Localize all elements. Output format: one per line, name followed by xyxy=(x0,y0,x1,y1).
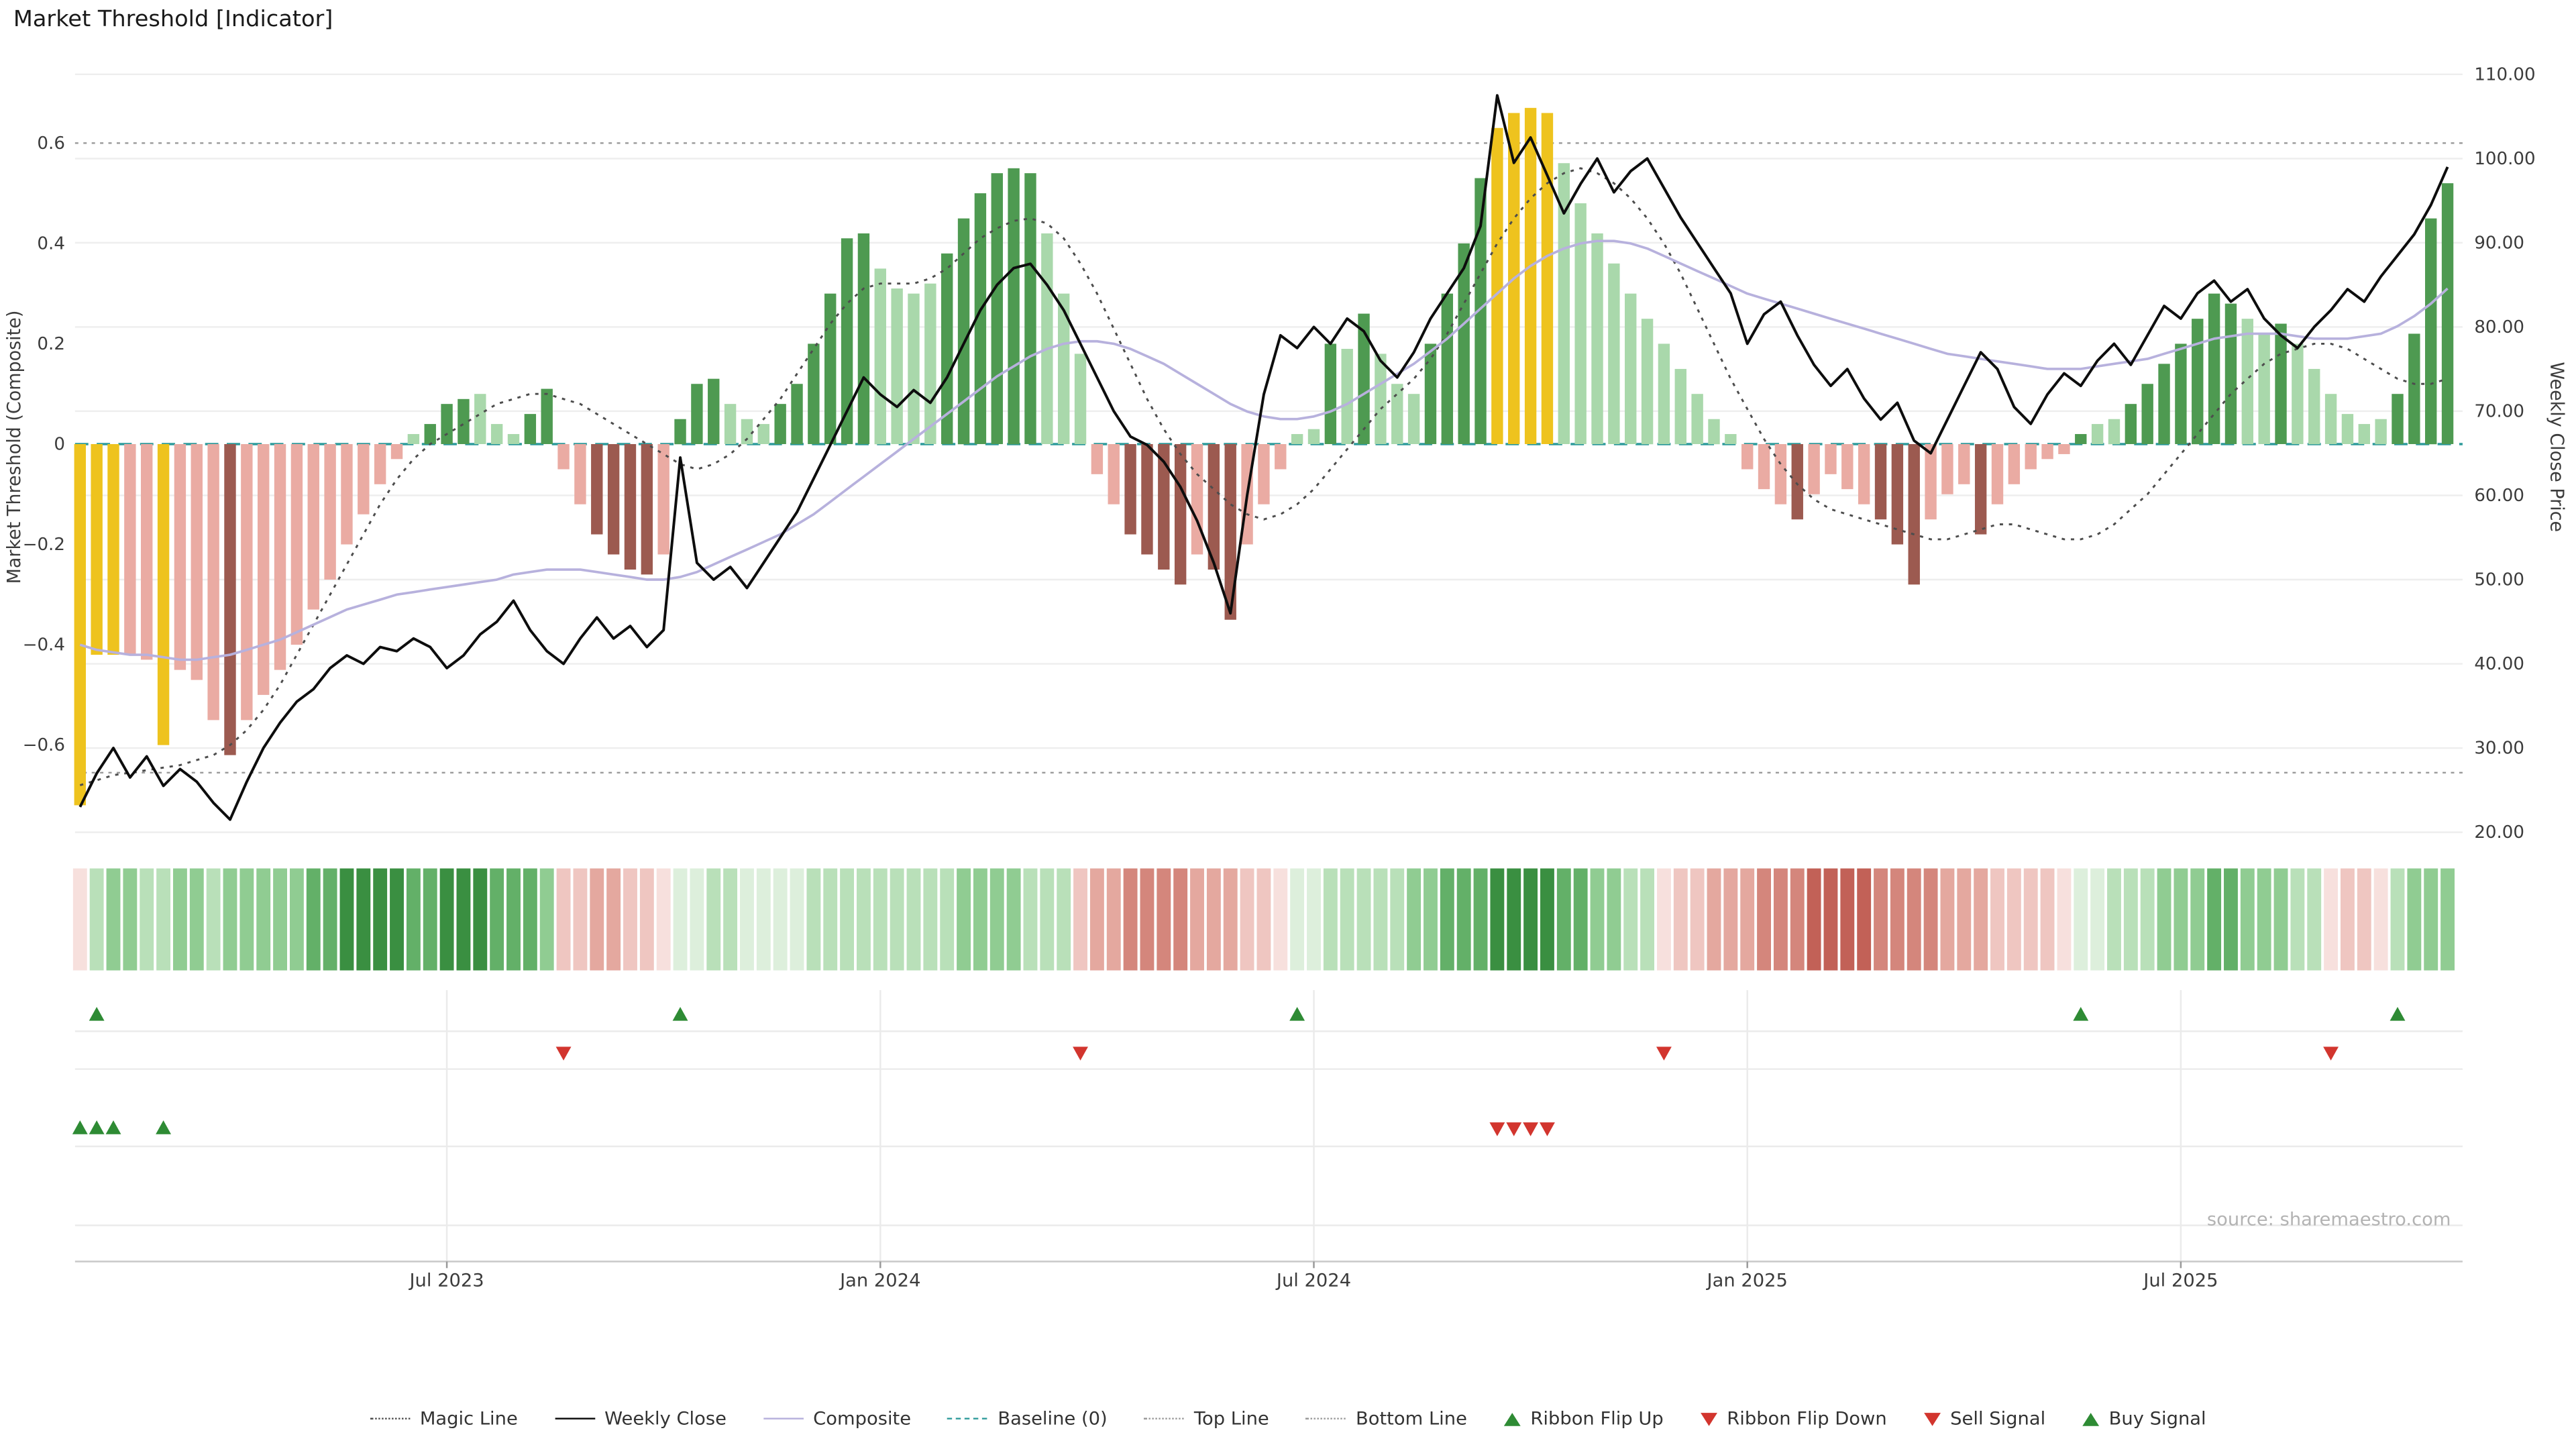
svg-text:0.2: 0.2 xyxy=(37,334,64,354)
right-axis-label: Weekly Close Price xyxy=(2546,361,2568,532)
legend-label: Ribbon Flip Up xyxy=(1530,1407,1664,1430)
triangle-down-icon xyxy=(1700,1411,1717,1426)
composite-line xyxy=(79,239,2449,661)
svg-text:Jan 2025: Jan 2025 xyxy=(1706,1270,1788,1291)
ribbon-flip-up-markers xyxy=(89,1006,2406,1021)
svg-text:100.00: 100.00 xyxy=(2474,149,2535,169)
legend-item-magic-line: Magic Line xyxy=(370,1408,518,1430)
svg-text:110.00: 110.00 xyxy=(2474,65,2535,85)
svg-text:0: 0 xyxy=(54,435,65,455)
legend-label: Weekly Close xyxy=(604,1407,727,1430)
weekly-close-swatch-icon xyxy=(554,1417,595,1419)
signal-panel-vgrid xyxy=(445,989,2182,1262)
legend-label: Baseline (0) xyxy=(998,1407,1108,1430)
ribbon-flip-down-markers xyxy=(555,1046,2339,1061)
top-line-swatch-icon xyxy=(1144,1417,1185,1419)
legend-item-ribbon-flip-down: Ribbon Flip Down xyxy=(1700,1407,1887,1430)
legend-item-baseline: Baseline (0) xyxy=(947,1407,1108,1430)
sell-signal-markers xyxy=(1489,1122,1555,1136)
bottom-line-swatch-icon xyxy=(1305,1417,1346,1419)
legend: Magic Line Weekly Close Composite Baseli… xyxy=(0,1408,2576,1430)
svg-text:−0.2: −0.2 xyxy=(23,535,65,555)
svg-text:Jul 2024: Jul 2024 xyxy=(1275,1270,1351,1291)
svg-text:60.00: 60.00 xyxy=(2474,486,2524,506)
sentiment-ribbon xyxy=(72,868,2455,971)
legend-item-top-line: Top Line xyxy=(1144,1408,1269,1430)
legend-item-buy-signal: Buy Signal xyxy=(2082,1408,2206,1430)
source-credit: source: sharemaestro.com xyxy=(2206,1209,2451,1230)
magic-line xyxy=(79,167,2449,786)
legend-label: Magic Line xyxy=(419,1407,518,1430)
legend-item-composite: Composite xyxy=(763,1407,912,1430)
triangle-up-icon xyxy=(2082,1411,2099,1426)
price-gridlines xyxy=(74,73,2463,833)
svg-text:0.4: 0.4 xyxy=(37,234,64,254)
svg-text:20.00: 20.00 xyxy=(2474,822,2524,843)
svg-text:50.00: 50.00 xyxy=(2474,570,2524,590)
svg-text:Jan 2024: Jan 2024 xyxy=(839,1270,920,1291)
main-chart-svg: 0.6 0.4 0.2 0 −0.2 −0.4 −0.6 110.00 100.00 90.00 8… xyxy=(23,65,2536,843)
triangle-up-icon xyxy=(1503,1411,1521,1426)
right-axis-ticks: 110.00 100.00 90.00 80.00 70.00 60.00 50.00 40.… xyxy=(2474,65,2535,843)
signal-panel-hgrid xyxy=(74,1030,2463,1226)
composite-swatch-icon xyxy=(763,1417,804,1419)
chart-title: Market Threshold [Indicator] xyxy=(13,6,333,34)
svg-text:80.00: 80.00 xyxy=(2474,317,2524,337)
threshold-bars xyxy=(74,107,2454,806)
signals-panel: Jul 2023 Jan 2024 Jul 2024 Jan 2025 Jul 2025 xyxy=(72,989,2463,1291)
triangle-down-icon xyxy=(1923,1411,1941,1426)
buy-signal-markers xyxy=(72,1120,172,1134)
magic-line-swatch-icon xyxy=(370,1417,410,1419)
legend-label: Ribbon Flip Down xyxy=(1727,1407,1887,1430)
legend-item-weekly-close: Weekly Close xyxy=(554,1407,727,1430)
legend-item-bottom-line: Bottom Line xyxy=(1305,1408,1467,1430)
svg-text:−0.4: −0.4 xyxy=(23,635,65,655)
svg-text:0.6: 0.6 xyxy=(37,133,64,154)
svg-text:70.00: 70.00 xyxy=(2474,402,2524,422)
svg-text:30.00: 30.00 xyxy=(2474,739,2524,759)
legend-label: Composite xyxy=(813,1407,912,1430)
svg-text:Jul 2025: Jul 2025 xyxy=(2142,1270,2218,1291)
left-axis-ticks: 0.6 0.4 0.2 0 −0.2 −0.4 −0.6 xyxy=(23,133,65,755)
legend-label: Buy Signal xyxy=(2108,1407,2206,1430)
svg-text:Jul 2023: Jul 2023 xyxy=(408,1270,484,1291)
legend-label: Sell Signal xyxy=(1950,1407,2046,1430)
legend-label: Top Line xyxy=(1193,1407,1269,1430)
weekly-close-line xyxy=(78,94,2449,821)
svg-text:−0.6: −0.6 xyxy=(23,735,65,755)
legend-item-sell-signal: Sell Signal xyxy=(1923,1408,2045,1430)
baseline-swatch-icon xyxy=(947,1417,988,1419)
legend-label: Bottom Line xyxy=(1355,1407,1467,1430)
x-axis-ticks: Jul 2023 Jan 2024 Jul 2024 Jan 2025 Jul 2025 xyxy=(408,1261,2218,1291)
svg-text:90.00: 90.00 xyxy=(2474,233,2524,254)
svg-text:40.00: 40.00 xyxy=(2474,654,2524,674)
legend-item-ribbon-flip-up: Ribbon Flip Up xyxy=(1503,1407,1664,1430)
ribbon-stripes xyxy=(72,868,2455,971)
